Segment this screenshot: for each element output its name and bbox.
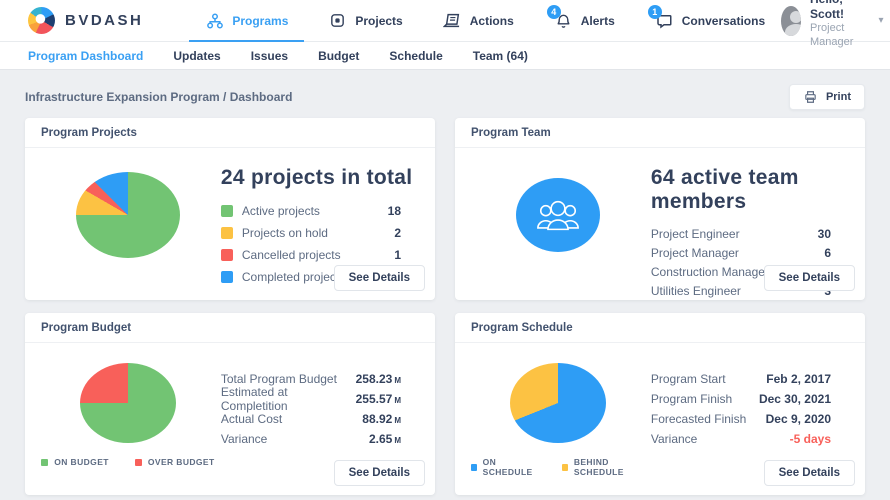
legend-swatch: [221, 271, 233, 283]
schedule-row: Program Finish Dec 30, 2021: [651, 389, 845, 409]
team-headline: 64 active team members: [651, 166, 845, 214]
bvdash-logo-icon: [28, 7, 55, 34]
nav-item-programs[interactable]: Programs: [189, 0, 304, 41]
nav-item-actions[interactable]: Actions: [427, 0, 530, 41]
legend-swatch: [471, 464, 477, 471]
team-row: Project Manager 6: [651, 243, 845, 262]
legend-swatch: [221, 205, 233, 217]
budget-row: Variance 2.65M: [221, 429, 415, 449]
conversations-badge: 1: [648, 5, 662, 19]
see-details-button[interactable]: See Details: [334, 460, 425, 486]
projects-headline: 24 projects in total: [221, 166, 415, 190]
see-details-button[interactable]: See Details: [764, 265, 855, 291]
subnav-item-schedule[interactable]: Schedule: [389, 49, 442, 63]
projects-icon: [328, 11, 347, 30]
brand-name: BVDASH: [65, 12, 143, 29]
budget-pie-chart: [80, 363, 176, 443]
brand[interactable]: BVDASH: [28, 0, 143, 41]
card-title: Program Team: [455, 118, 865, 148]
chevron-down-icon[interactable]: ▾: [879, 15, 884, 26]
card-program-projects: Program Projects 24 projects in total Ac…: [25, 118, 435, 300]
print-label: Print: [826, 91, 851, 103]
team-row: Project Engineer 30: [651, 224, 845, 243]
budget-row: Estimated at Completition 255.57M: [221, 389, 415, 409]
subnav-item-program-dashboard[interactable]: Program Dashboard: [28, 49, 143, 63]
card-title: Program Budget: [25, 313, 435, 343]
legend-swatch: [221, 249, 233, 261]
dashboard-content: Infrastructure Expansion Program / Dashb…: [0, 70, 890, 495]
card-title: Program Schedule: [455, 313, 865, 343]
schedule-row: Program Start Feb 2, 2017: [651, 369, 845, 389]
nav-label: Projects: [355, 14, 402, 28]
nav-label: Actions: [470, 14, 514, 28]
main-nav: Programs Projects Actions 4 Alerts 1: [189, 0, 781, 41]
nav-item-conversations[interactable]: 1 Conversations: [639, 0, 781, 41]
user-avatar: [781, 6, 801, 36]
nav-item-alerts[interactable]: 4 Alerts: [538, 0, 631, 41]
user-role: Project Manager: [810, 22, 864, 50]
nav-label: Programs: [232, 14, 288, 28]
print-button[interactable]: Print: [789, 84, 865, 110]
nav-label: Conversations: [682, 14, 765, 28]
team-group-icon: [516, 178, 600, 252]
breadcrumb: Infrastructure Expansion Program / Dashb…: [25, 90, 292, 104]
subnav-item-updates[interactable]: Updates: [173, 49, 220, 63]
projects-pie-chart: [76, 172, 180, 258]
card-program-budget: Program Budget ON BUDGET OVER BUDGET Tot…: [25, 313, 435, 495]
legend-swatch: [41, 459, 48, 466]
chat-bubble-icon: 1: [655, 11, 674, 30]
see-details-button[interactable]: See Details: [334, 265, 425, 291]
user-greeting: Hello, Scott!: [810, 0, 864, 22]
budget-row: Actual Cost 88.92M: [221, 409, 415, 429]
bell-icon: 4: [554, 11, 573, 30]
alerts-badge: 4: [547, 5, 561, 19]
legend-item: Cancelled projects 1: [221, 244, 415, 266]
legend-swatch: [135, 459, 142, 466]
program-subnav: Program Dashboard Updates Issues Budget …: [0, 42, 890, 70]
schedule-pie-chart: [510, 363, 606, 443]
card-title: Program Projects: [25, 118, 435, 148]
nav-label: Alerts: [581, 14, 615, 28]
top-bar: BVDASH Programs Projects Actions 4: [0, 0, 890, 42]
card-program-team: Program Team 64 active team members: [455, 118, 865, 300]
legend-swatch: [221, 227, 233, 239]
legend-item: Projects on hold 2: [221, 222, 415, 244]
schedule-row: Forecasted Finish Dec 9, 2020: [651, 409, 845, 429]
org-chart-icon: [205, 11, 224, 30]
budget-legend: ON BUDGET OVER BUDGET: [41, 457, 214, 467]
subnav-item-issues[interactable]: Issues: [251, 49, 288, 63]
user-menu[interactable]: Hello, Scott! Project Manager ▾: [781, 0, 883, 41]
schedule-legend: ON SCHEDULE BEHIND SCHEDULE: [471, 457, 645, 477]
legend-swatch: [562, 464, 568, 471]
actions-list-icon: [443, 11, 462, 30]
card-program-schedule: Program Schedule ON SCHEDULE BEHIND SCHE…: [455, 313, 865, 495]
printer-icon: [803, 90, 818, 104]
see-details-button[interactable]: See Details: [764, 460, 855, 486]
user-greeting-block: Hello, Scott! Project Manager: [810, 0, 864, 49]
subnav-item-team[interactable]: Team (64): [473, 49, 528, 63]
subnav-item-budget[interactable]: Budget: [318, 49, 359, 63]
nav-item-projects[interactable]: Projects: [312, 0, 418, 41]
legend-item: Active projects 18: [221, 200, 415, 222]
schedule-row: Variance -5 days: [651, 429, 845, 449]
